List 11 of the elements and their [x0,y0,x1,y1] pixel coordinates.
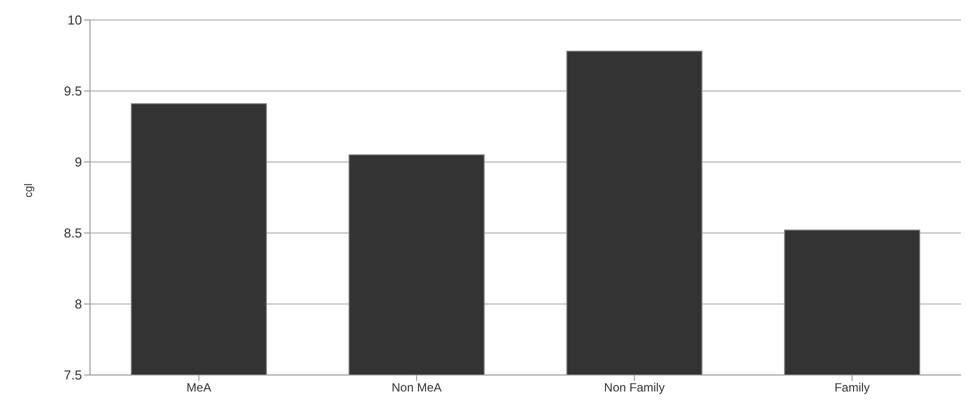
x-tick-label: Non MeA [392,380,442,395]
y-tick-label: 8.5 [64,226,82,241]
x-tick-label: Non Family [604,380,665,395]
y-tick-label: 7.5 [64,368,82,383]
y-tick-label: 9 [74,154,82,170]
x-tick-label: MeA [186,380,212,395]
x-tick-label: Family [834,380,870,395]
y-tick-label: 8 [74,296,82,312]
y-tick-label: 9.5 [64,84,82,99]
y-tick-label: 10 [68,12,82,28]
y-axis-title: cgl [22,183,35,198]
